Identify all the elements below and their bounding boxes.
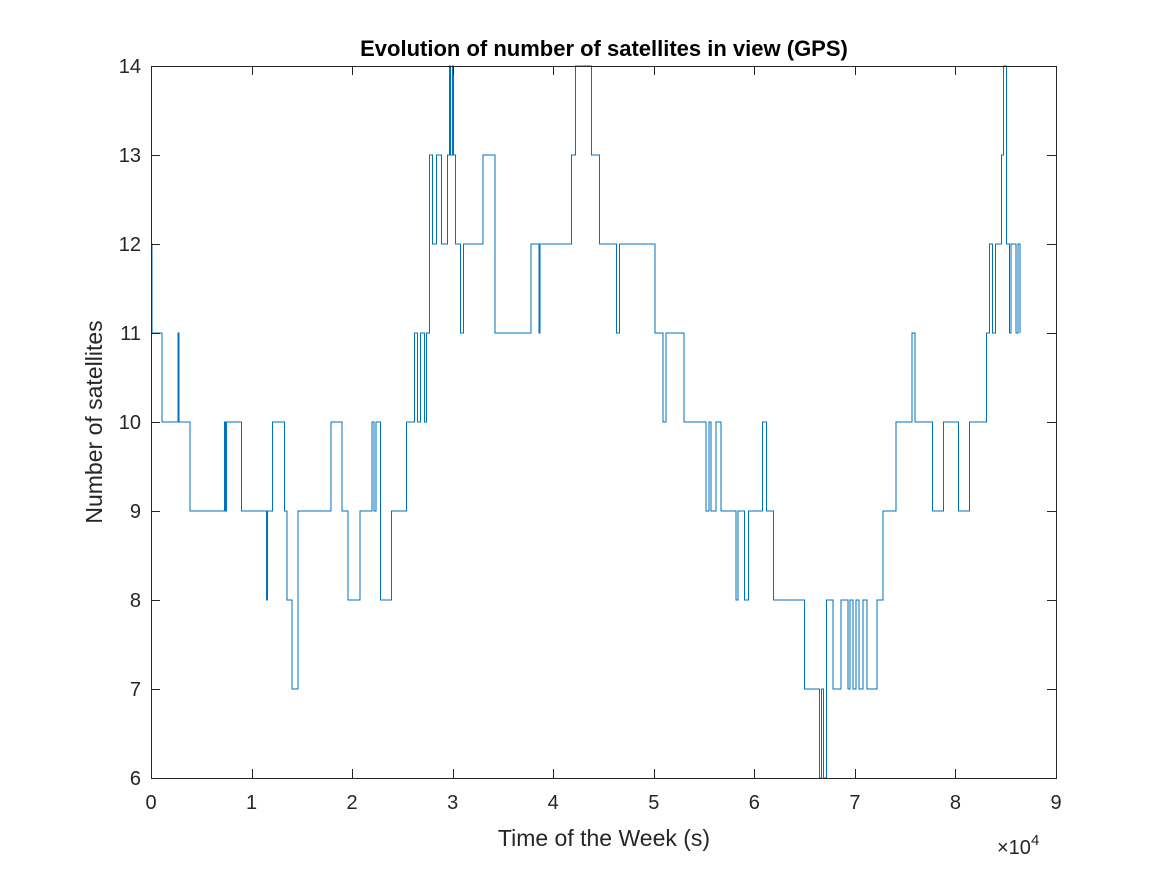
plot-area bbox=[151, 65, 1057, 779]
x-tick-label: 9 bbox=[1050, 792, 1061, 814]
y-axis-label: Number of satellites bbox=[81, 320, 107, 523]
x-axis-multiplier: ×104 bbox=[997, 832, 1039, 859]
x-tick-label: 3 bbox=[447, 792, 458, 814]
y-tick-label: 8 bbox=[130, 590, 141, 612]
y-axis-ticks: 6 7 8 9 10 11 12 13 14 bbox=[119, 56, 1056, 790]
y-tick-label: 7 bbox=[130, 679, 141, 701]
x-tick-label: 1 bbox=[246, 792, 257, 814]
y-tick-label: 11 bbox=[120, 323, 141, 345]
y-tick-label: 12 bbox=[119, 234, 141, 256]
y-tick-label: 10 bbox=[119, 412, 141, 434]
x-axis-multiplier-base: ×10 bbox=[997, 837, 1031, 859]
series-line bbox=[151, 65, 1021, 779]
y-tick-label: 13 bbox=[119, 145, 141, 167]
x-axis-label: Time of the Week (s) bbox=[498, 825, 710, 851]
x-tick-label: 0 bbox=[145, 792, 156, 814]
y-tick-label: 9 bbox=[130, 501, 141, 523]
x-tick-label: 2 bbox=[347, 792, 358, 814]
x-axis-ticks: 0 1 2 3 4 5 6 7 8 9 bbox=[145, 66, 1062, 814]
series-layer bbox=[151, 65, 1021, 779]
x-tick-label: 7 bbox=[849, 792, 860, 814]
x-tick-label: 5 bbox=[648, 792, 659, 814]
x-tick-label: 6 bbox=[749, 792, 760, 814]
y-tick-label: 6 bbox=[130, 768, 141, 790]
x-tick-label: 4 bbox=[548, 792, 559, 814]
x-tick-label: 8 bbox=[950, 792, 961, 814]
chart-title: Evolution of number of satellites in vie… bbox=[360, 36, 848, 61]
x-axis-multiplier-exponent: 4 bbox=[1031, 832, 1039, 849]
y-tick-label: 14 bbox=[119, 56, 141, 78]
